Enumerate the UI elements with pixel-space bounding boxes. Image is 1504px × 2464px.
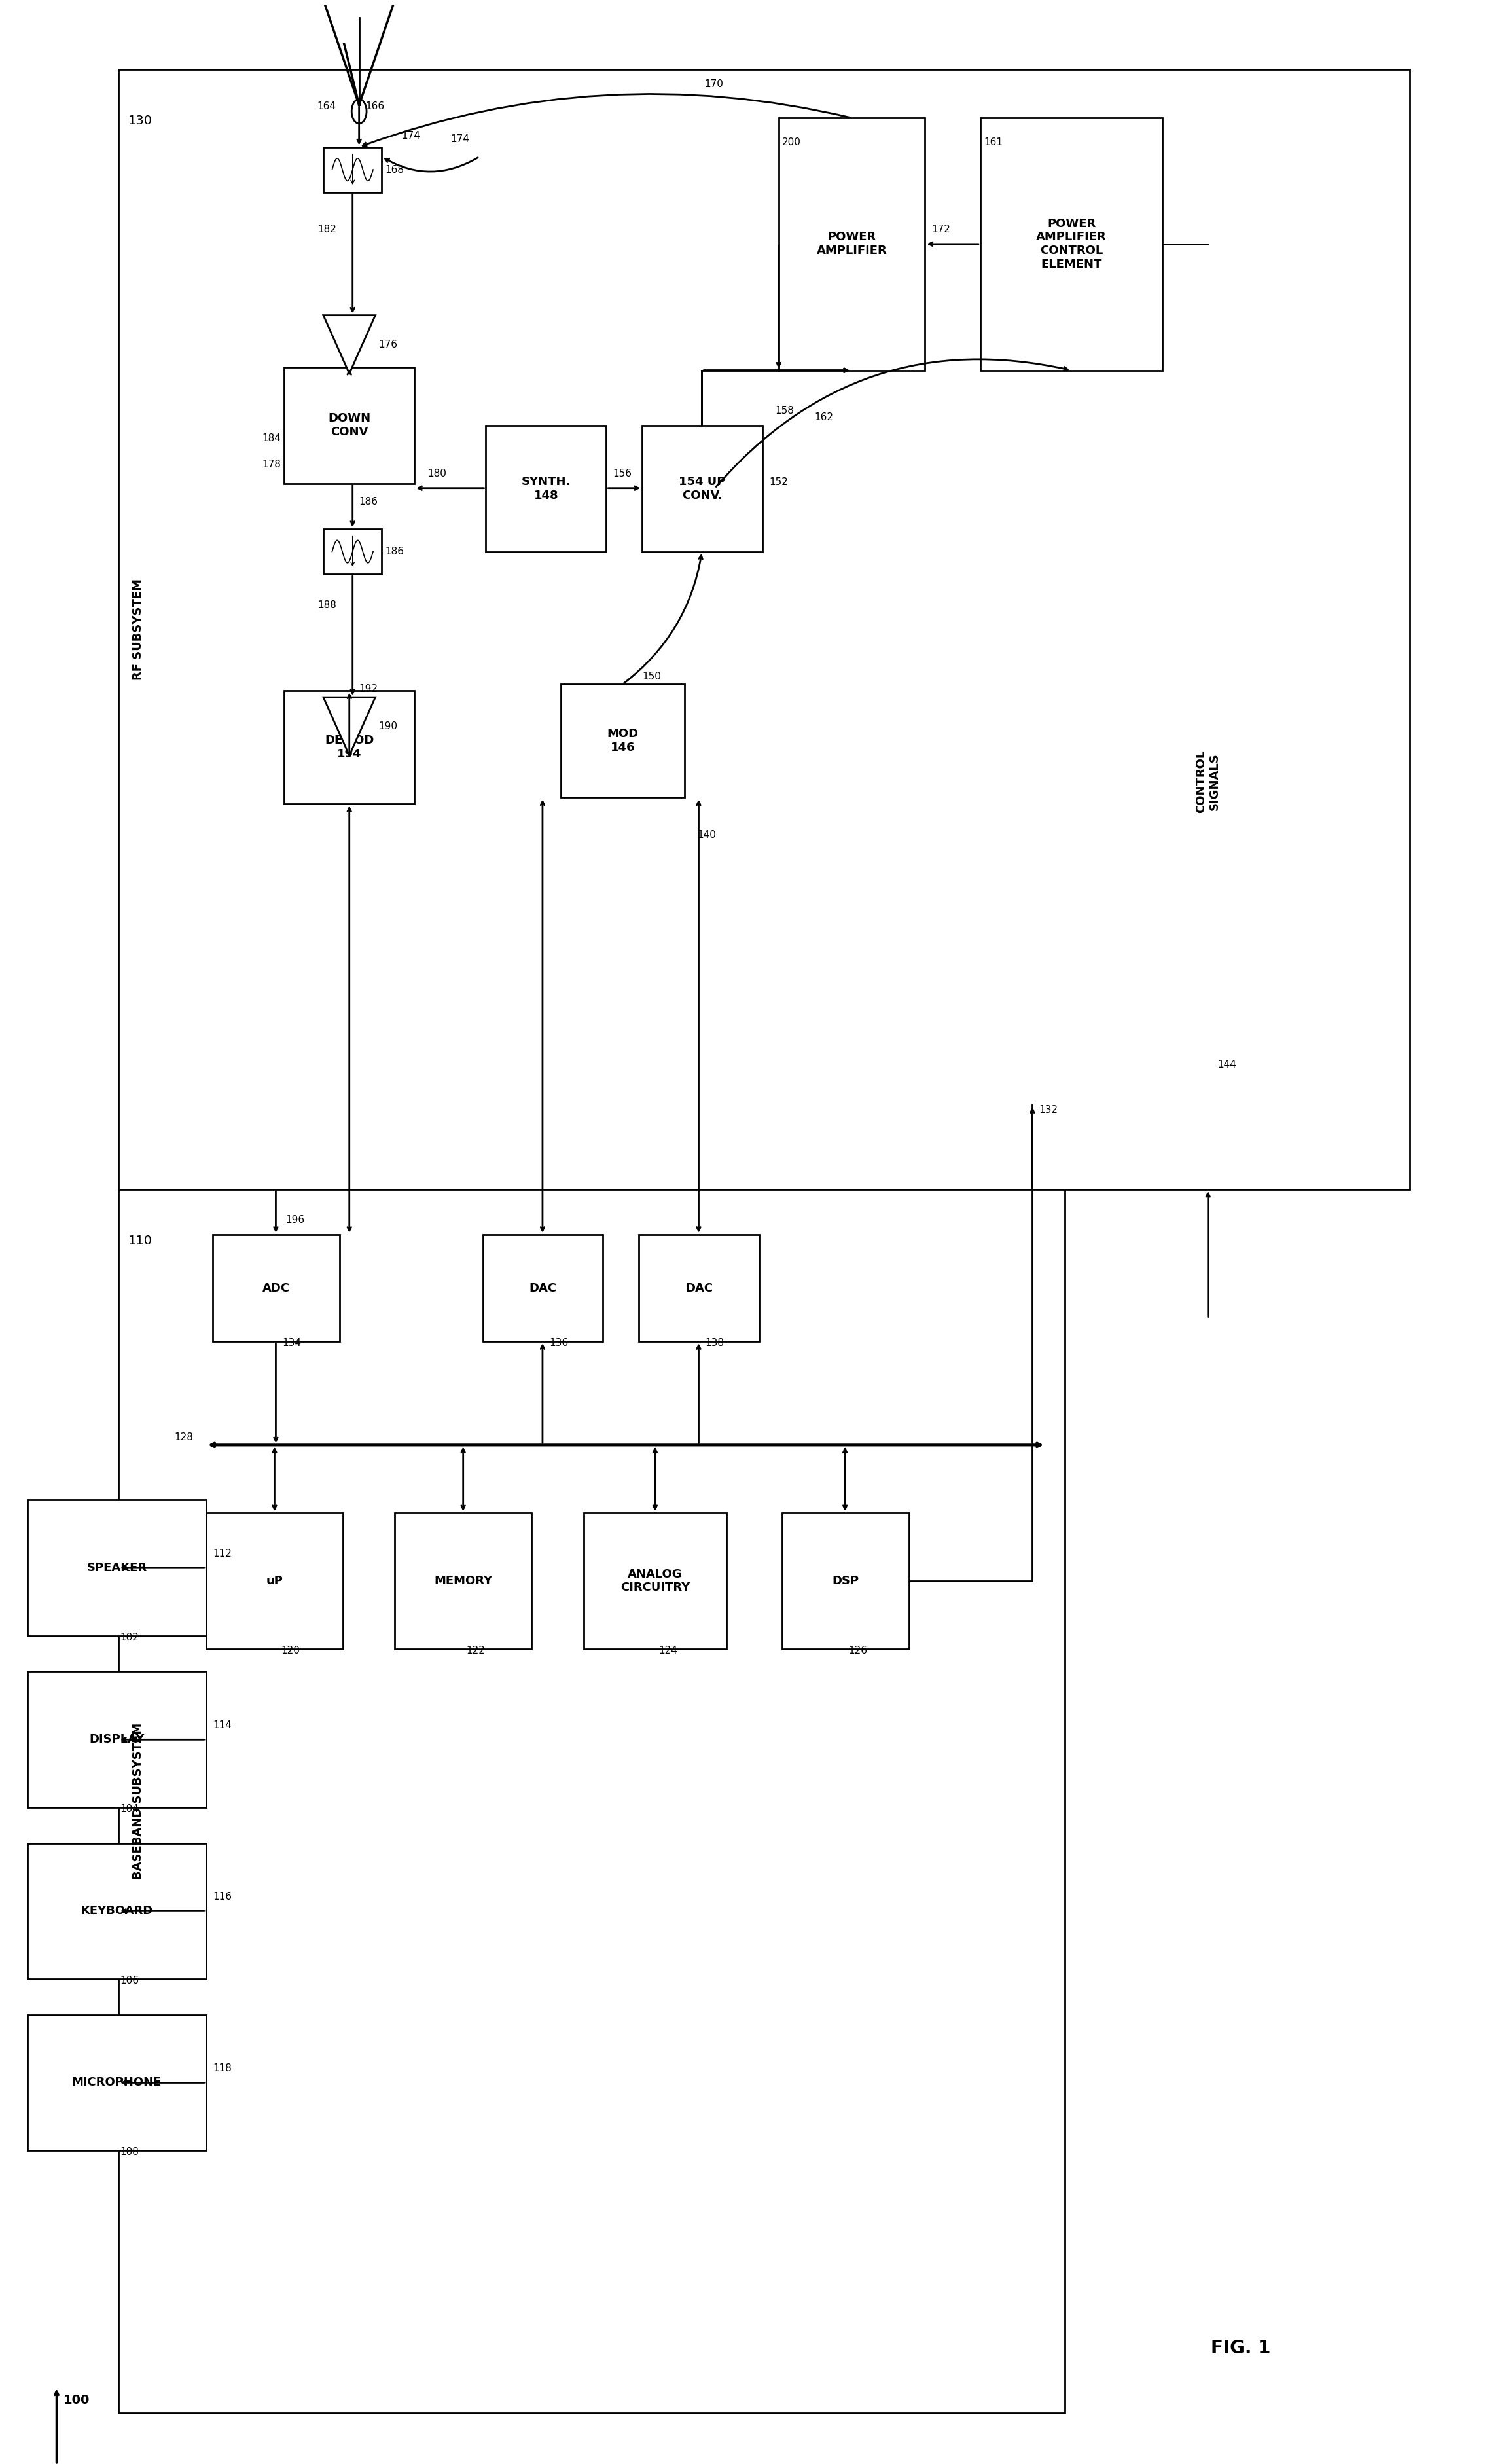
- Text: 178: 178: [262, 458, 281, 468]
- Text: 170: 170: [704, 79, 723, 89]
- Text: 150: 150: [642, 670, 660, 680]
- Bar: [584, 1513, 726, 1648]
- Text: 132: 132: [1039, 1104, 1057, 1114]
- Text: RF SUBSYSTEM: RF SUBSYSTEM: [132, 579, 144, 680]
- Bar: [779, 118, 925, 370]
- Text: 122: 122: [466, 1646, 486, 1656]
- Text: ANALOG
CIRCUITRY: ANALOG CIRCUITRY: [620, 1567, 690, 1594]
- Bar: [27, 1501, 206, 1636]
- Text: 188: 188: [317, 601, 337, 611]
- Text: SYNTH.
148: SYNTH. 148: [522, 476, 572, 500]
- Text: 166: 166: [365, 101, 385, 111]
- Text: 192: 192: [359, 685, 378, 695]
- Text: 162: 162: [815, 411, 833, 421]
- Text: ADC: ADC: [262, 1281, 290, 1294]
- Bar: [561, 685, 684, 798]
- Text: 134: 134: [283, 1338, 301, 1348]
- Text: 152: 152: [769, 478, 788, 488]
- Text: 116: 116: [212, 1892, 232, 1902]
- Bar: [323, 530, 382, 574]
- Text: 136: 136: [549, 1338, 569, 1348]
- Text: MOD
146: MOD 146: [606, 729, 638, 754]
- Text: SPEAKER: SPEAKER: [87, 1562, 147, 1574]
- Bar: [981, 118, 1163, 370]
- Bar: [486, 426, 606, 552]
- Text: 138: 138: [705, 1338, 723, 1348]
- Text: 100: 100: [63, 2393, 90, 2405]
- Text: 140: 140: [698, 830, 716, 840]
- Bar: [27, 1671, 206, 1809]
- Text: 158: 158: [776, 407, 794, 416]
- Text: DSP: DSP: [832, 1574, 859, 1587]
- Bar: [119, 69, 1409, 1190]
- Bar: [642, 426, 763, 552]
- Text: 118: 118: [212, 2062, 232, 2072]
- Text: 172: 172: [931, 224, 951, 234]
- Bar: [119, 1190, 1065, 2412]
- Text: 130: 130: [128, 116, 152, 128]
- Text: 102: 102: [120, 1634, 138, 1643]
- Text: DOWN
CONV: DOWN CONV: [328, 411, 370, 439]
- Bar: [782, 1513, 908, 1648]
- Text: 161: 161: [984, 138, 1003, 148]
- Bar: [483, 1234, 603, 1340]
- Bar: [206, 1513, 343, 1648]
- Text: 180: 180: [427, 468, 447, 478]
- Text: 200: 200: [782, 138, 800, 148]
- Text: 124: 124: [659, 1646, 677, 1656]
- Text: FIG. 1: FIG. 1: [1211, 2338, 1271, 2358]
- Bar: [639, 1234, 760, 1340]
- Text: KEYBOARD: KEYBOARD: [81, 1905, 153, 1917]
- Text: 154 UP
CONV.: 154 UP CONV.: [678, 476, 725, 500]
- Text: 168: 168: [385, 165, 405, 175]
- Bar: [396, 1513, 531, 1648]
- Text: 106: 106: [120, 1976, 138, 1986]
- Bar: [27, 2016, 206, 2151]
- Text: 186: 186: [385, 547, 405, 557]
- Bar: [212, 1234, 340, 1340]
- Text: 104: 104: [120, 1804, 138, 1814]
- Polygon shape: [323, 315, 376, 375]
- Bar: [323, 148, 382, 192]
- Text: DAC: DAC: [686, 1281, 713, 1294]
- Text: 156: 156: [612, 468, 632, 478]
- Text: 174: 174: [451, 133, 469, 143]
- Text: 190: 190: [379, 722, 397, 732]
- Text: BASEBAND SUBSYSTEM: BASEBAND SUBSYSTEM: [132, 1722, 144, 1880]
- Text: 174: 174: [402, 131, 420, 140]
- Polygon shape: [323, 697, 376, 756]
- Text: 182: 182: [317, 224, 337, 234]
- Bar: [284, 690, 415, 803]
- Text: MICROPHONE: MICROPHONE: [72, 2077, 162, 2089]
- Text: 110: 110: [128, 1234, 152, 1247]
- Text: 128: 128: [174, 1432, 193, 1441]
- Text: POWER
AMPLIFIER: POWER AMPLIFIER: [817, 232, 887, 256]
- Text: 186: 186: [359, 498, 378, 508]
- Text: uP: uP: [266, 1574, 283, 1587]
- Text: 120: 120: [281, 1646, 299, 1656]
- Text: 164: 164: [317, 101, 335, 111]
- Text: 144: 144: [1218, 1060, 1236, 1069]
- Text: MEMORY: MEMORY: [435, 1574, 492, 1587]
- Text: CONTROL
SIGNALS: CONTROL SIGNALS: [1196, 749, 1221, 813]
- Text: 114: 114: [212, 1720, 232, 1730]
- Text: 196: 196: [286, 1215, 305, 1225]
- Text: 184: 184: [262, 434, 281, 444]
- Bar: [27, 1843, 206, 1979]
- Bar: [284, 367, 415, 483]
- Text: 126: 126: [848, 1646, 868, 1656]
- Text: 176: 176: [379, 340, 397, 350]
- Text: DEMOD
194: DEMOD 194: [325, 734, 374, 759]
- Text: 108: 108: [120, 2149, 138, 2156]
- Text: DAC: DAC: [529, 1281, 556, 1294]
- Text: DISPLAY: DISPLAY: [89, 1735, 144, 1745]
- Text: POWER
AMPLIFIER
CONTROL
ELEMENT: POWER AMPLIFIER CONTROL ELEMENT: [1036, 217, 1107, 271]
- Text: 112: 112: [212, 1547, 232, 1557]
